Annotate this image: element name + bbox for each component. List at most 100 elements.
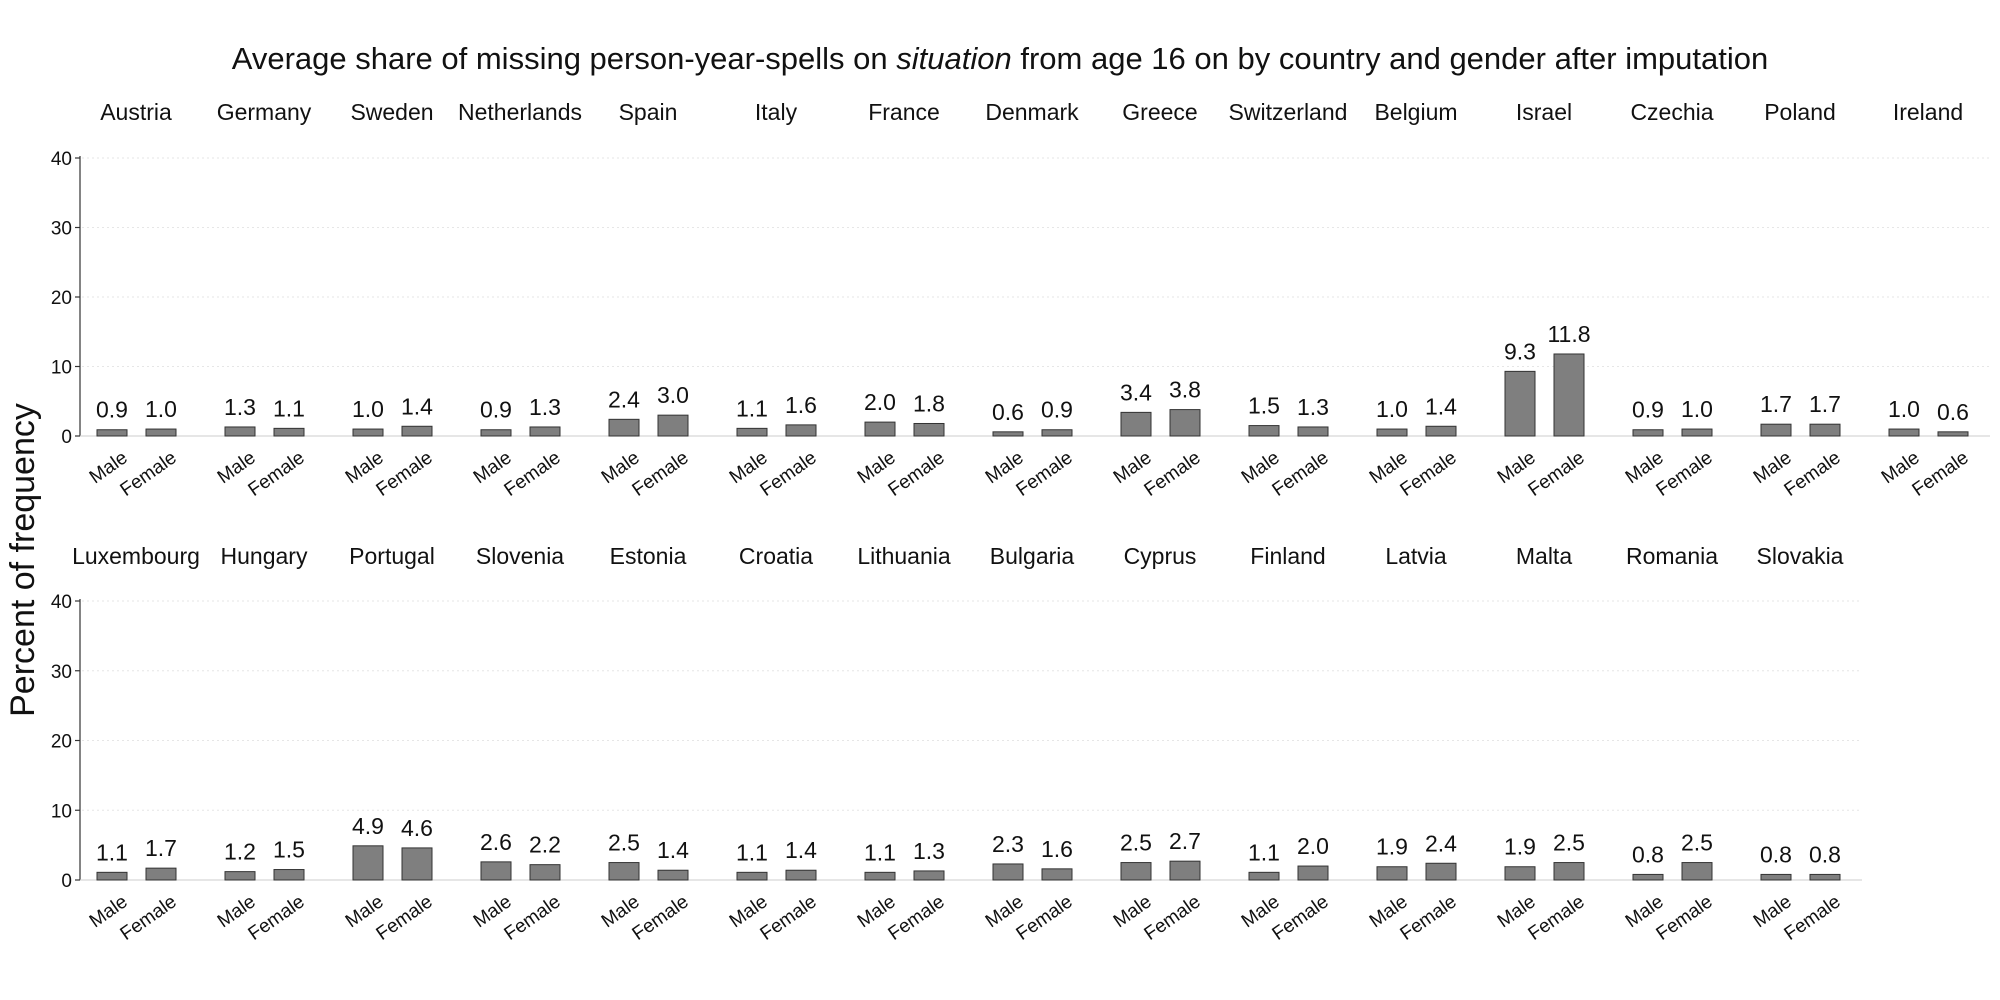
chart-title: Average share of missing person-year-spe… bbox=[232, 41, 1769, 76]
y-tick-label: 20 bbox=[51, 732, 72, 753]
bar-female bbox=[401, 425, 433, 437]
data-label: 1.0 bbox=[352, 396, 384, 422]
y-axis-label: Percent of frequency bbox=[4, 403, 42, 717]
chart-title-part: from age 16 on by country and gender aft… bbox=[1012, 41, 1769, 76]
bar-female bbox=[529, 426, 561, 437]
bar-female bbox=[913, 870, 945, 881]
x-tick-label: Female bbox=[117, 447, 181, 501]
panel-label: Sweden bbox=[350, 99, 433, 125]
bar-male bbox=[736, 427, 768, 437]
bar-male bbox=[1248, 871, 1280, 881]
x-tick-label: Female bbox=[1269, 891, 1333, 945]
x-tick-label: Female bbox=[1397, 447, 1461, 501]
x-tick-label: Female bbox=[245, 447, 309, 501]
data-label: 0.8 bbox=[1760, 841, 1792, 867]
bar-female bbox=[1937, 431, 1969, 437]
data-label: 2.5 bbox=[1120, 830, 1152, 856]
bar-female bbox=[1681, 428, 1713, 437]
data-label: 11.8 bbox=[1547, 321, 1590, 347]
data-label: 2.6 bbox=[480, 829, 512, 855]
bar-female bbox=[1809, 873, 1841, 881]
x-tick-label: Female bbox=[117, 891, 181, 945]
data-label: 1.0 bbox=[145, 396, 177, 422]
panel-label: Malta bbox=[1516, 543, 1572, 569]
data-label: 2.5 bbox=[608, 830, 640, 856]
bar-male bbox=[992, 863, 1024, 881]
y-tick-label: 10 bbox=[51, 358, 72, 379]
x-tick-label: Female bbox=[757, 447, 821, 501]
bar-female bbox=[145, 867, 177, 881]
bar-male bbox=[1376, 428, 1408, 437]
panel-label: Czechia bbox=[1630, 99, 1713, 125]
bar-female bbox=[529, 864, 561, 881]
data-label: 1.4 bbox=[657, 837, 689, 863]
data-label: 2.0 bbox=[864, 389, 896, 415]
data-label: 2.5 bbox=[1681, 830, 1713, 856]
data-label: 1.6 bbox=[1041, 836, 1073, 862]
chart-title-part: situation bbox=[896, 41, 1011, 76]
x-tick-label: Female bbox=[1653, 447, 1717, 501]
panel-label: Israel bbox=[1516, 99, 1572, 125]
x-tick-label: Female bbox=[1653, 891, 1717, 945]
y-tick-label: 20 bbox=[51, 288, 72, 309]
panel-label: Switzerland bbox=[1229, 99, 1348, 125]
panel-label: Austria bbox=[100, 99, 172, 125]
bar-male bbox=[1760, 423, 1792, 437]
bar-female bbox=[785, 424, 817, 437]
bar-female bbox=[657, 869, 689, 881]
data-label: 3.4 bbox=[1120, 379, 1152, 405]
data-label: 1.4 bbox=[401, 393, 433, 419]
data-label: 1.5 bbox=[1248, 393, 1280, 419]
data-label: 1.4 bbox=[785, 837, 817, 863]
data-label: 3.0 bbox=[657, 382, 689, 408]
bar-male bbox=[864, 871, 896, 881]
panel-label: Hungary bbox=[221, 543, 308, 569]
x-tick-label: Female bbox=[757, 891, 821, 945]
x-tick-label: Female bbox=[373, 891, 437, 945]
bar-male bbox=[224, 426, 256, 437]
panel-label: Netherlands bbox=[458, 99, 582, 125]
data-label: 2.7 bbox=[1169, 828, 1201, 854]
x-tick-label: Female bbox=[1781, 447, 1845, 501]
y-tick-label: 40 bbox=[51, 592, 72, 613]
data-label: 1.9 bbox=[1504, 834, 1536, 860]
data-label: 1.1 bbox=[736, 395, 768, 421]
bar-male bbox=[992, 431, 1024, 437]
bar-female bbox=[913, 422, 945, 437]
bar-female bbox=[1425, 862, 1457, 881]
x-tick-label: Female bbox=[501, 891, 565, 945]
y-tick-label: 30 bbox=[51, 219, 72, 240]
data-label: 4.6 bbox=[401, 815, 433, 841]
x-tick-label: Female bbox=[1013, 891, 1077, 945]
bar-female bbox=[1169, 860, 1201, 881]
panel-label: Ireland bbox=[1893, 99, 1963, 125]
bar-female bbox=[145, 428, 177, 437]
bar-female bbox=[1425, 425, 1457, 437]
panel-label: Cyprus bbox=[1124, 543, 1197, 569]
panel-label: Portugal bbox=[349, 543, 435, 569]
bar-female bbox=[1041, 868, 1073, 881]
bar-male bbox=[1504, 866, 1536, 881]
bar-male bbox=[608, 418, 640, 437]
x-tick-label: Female bbox=[1525, 447, 1589, 501]
panel-label: Germany bbox=[217, 99, 312, 125]
bar-female bbox=[657, 414, 689, 437]
x-tick-label: Female bbox=[629, 891, 693, 945]
data-label: 2.0 bbox=[1297, 833, 1329, 859]
bar-female bbox=[1681, 862, 1713, 881]
data-label: 0.6 bbox=[992, 399, 1024, 425]
bar-male bbox=[480, 429, 512, 437]
panel-label: Poland bbox=[1764, 99, 1836, 125]
